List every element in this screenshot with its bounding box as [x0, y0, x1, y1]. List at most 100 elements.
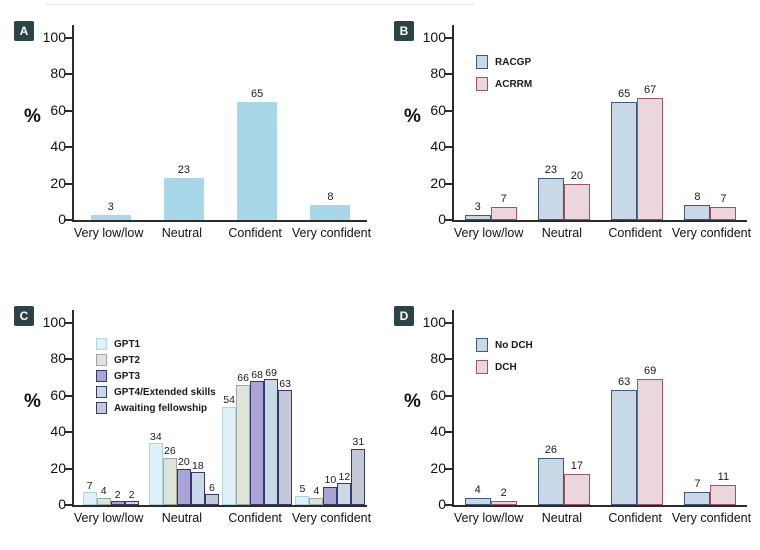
- category-label: Very low/low: [73, 511, 144, 525]
- category-label: Neutral: [161, 226, 203, 240]
- bar: [278, 390, 293, 505]
- plot-area: 0 20 40 60 80 100 4 2 26 17 63 69 7 11: [423, 310, 747, 511]
- y-tick-mark: [445, 394, 453, 397]
- bar-column: 2: [490, 488, 517, 505]
- y-axis-title: %: [404, 391, 421, 412]
- category-group: 23 20: [527, 165, 600, 220]
- y-tick-label: 40: [50, 138, 66, 155]
- y-tick-label: 80: [50, 350, 66, 367]
- legend-swatch: [476, 338, 488, 352]
- bar-column: 5: [295, 484, 310, 505]
- bar-column: 10: [323, 475, 338, 505]
- y-tick-label: 0: [58, 211, 66, 227]
- legend-item: ACRRM: [476, 77, 532, 91]
- bar-column: 69: [264, 366, 279, 505]
- bar-value-label: 31: [352, 436, 365, 449]
- bar: [611, 390, 638, 505]
- bar-column: 7: [490, 194, 517, 220]
- category-label: Confident: [608, 511, 662, 525]
- plot-area: 0 20 40 60 80 100 7 4 2 2 34 26 20 18 6 54 66 68 69 63 5 4 10 1…: [43, 310, 367, 511]
- bar: [563, 183, 590, 220]
- bar: [490, 501, 517, 505]
- bar-column: 3: [464, 200, 491, 220]
- bar: [222, 406, 237, 505]
- bar: [264, 379, 279, 505]
- bar: [148, 443, 163, 505]
- bar-column: 3: [90, 201, 131, 220]
- legend-label: Awaiting fellowship: [114, 402, 208, 414]
- legend-item: No DCH: [476, 338, 533, 352]
- y-tick-mark: [65, 394, 73, 397]
- panel-B: B% 0 20 40 60 80 100 3 7 23 20 65 67 8 7 Very low/low Ne…: [380, 0, 760, 275]
- bar: [96, 497, 111, 505]
- y-tick-mark: [445, 37, 453, 39]
- legend: No DCH DCH: [476, 338, 533, 374]
- bar-value-label: 23: [544, 164, 557, 177]
- bar-value-label: 2: [114, 488, 121, 501]
- category-group: 23: [147, 165, 220, 220]
- y-tick-mark: [445, 73, 453, 76]
- bar-column: 23: [163, 165, 204, 220]
- legend-label: ACRRM: [495, 78, 533, 90]
- legend: RACGP ACRRM: [476, 55, 532, 91]
- category-labels: Very low/low Neutral Confident Very confide…: [452, 226, 751, 240]
- y-tick-mark: [65, 37, 73, 39]
- bar: [563, 474, 590, 505]
- legend-item: GPT1: [96, 338, 216, 350]
- y-tick-label: 40: [430, 138, 446, 155]
- bar-column: 68: [250, 370, 265, 505]
- legend-swatch: [476, 55, 488, 69]
- legend-label: No DCH: [495, 339, 533, 351]
- bar: [204, 494, 219, 505]
- y-tick-mark: [445, 322, 453, 324]
- panel-label-D: D: [394, 306, 414, 326]
- panel-label-C: C: [14, 306, 34, 326]
- bar-value-label: 3: [474, 200, 481, 213]
- bar: [82, 492, 97, 505]
- legend: GPT1 GPT2 GPT3 GPT4/Extended skills Awaiting…: [96, 338, 216, 414]
- bar-groups: 3 23 65 8: [74, 25, 367, 220]
- bar-value-label: 12: [338, 470, 351, 483]
- bar-column: 54: [222, 394, 237, 505]
- bar-value-label: 6: [208, 481, 215, 494]
- bar-column: 4: [464, 483, 491, 505]
- y-tick-mark: [65, 182, 73, 185]
- y-tick-label: 100: [42, 29, 66, 45]
- legend-item: RACGP: [476, 55, 532, 69]
- bar-value-label: 54: [223, 394, 235, 407]
- bar-column: 31: [351, 436, 366, 505]
- legend-item: GPT2: [96, 354, 216, 366]
- legend-swatch: [476, 77, 488, 91]
- category-group: 5 4 10 12 31: [294, 437, 367, 505]
- bar-value-label: 8: [694, 191, 701, 204]
- bar: [190, 472, 205, 505]
- legend-label: RACGP: [495, 56, 532, 68]
- category-labels: Very low/low Neutral Confident Very confide…: [452, 511, 751, 525]
- bar-value-label: 4: [474, 483, 481, 496]
- category-label: Very low/low: [73, 226, 144, 240]
- bar-value-label: 65: [618, 87, 631, 100]
- bar: [637, 98, 664, 220]
- y-tick-mark: [445, 431, 453, 434]
- bar: [309, 497, 324, 505]
- y-tick-label: 100: [42, 314, 66, 330]
- category-label: Very low/low: [453, 226, 524, 240]
- bar-value-label: 69: [265, 366, 277, 379]
- bar: [110, 501, 125, 505]
- category-label: Confident: [228, 226, 282, 240]
- y-tick-label: 20: [430, 174, 446, 191]
- bar: [537, 178, 564, 220]
- legend-swatch: [96, 370, 107, 382]
- bar: [295, 495, 310, 505]
- panel-D: D% 0 20 40 60 80 100 4 2 26 17 63 69 7 11 Very low/low N…: [380, 275, 760, 550]
- bar: [124, 501, 139, 505]
- bar-column: 4: [309, 486, 324, 505]
- panel-C: C% 0 20 40 60 80 100 7 4 2 2 34 26 20 18 6 54 66 68 69 63 5 4 1…: [0, 275, 380, 550]
- bar-column: 63: [278, 379, 293, 505]
- y-tick-label: 100: [422, 314, 446, 330]
- bar: [684, 492, 711, 505]
- bar-column: 2: [110, 488, 125, 505]
- category-label: Confident: [608, 226, 662, 240]
- y-tick-label: 0: [438, 496, 446, 512]
- legend-swatch: [96, 338, 107, 350]
